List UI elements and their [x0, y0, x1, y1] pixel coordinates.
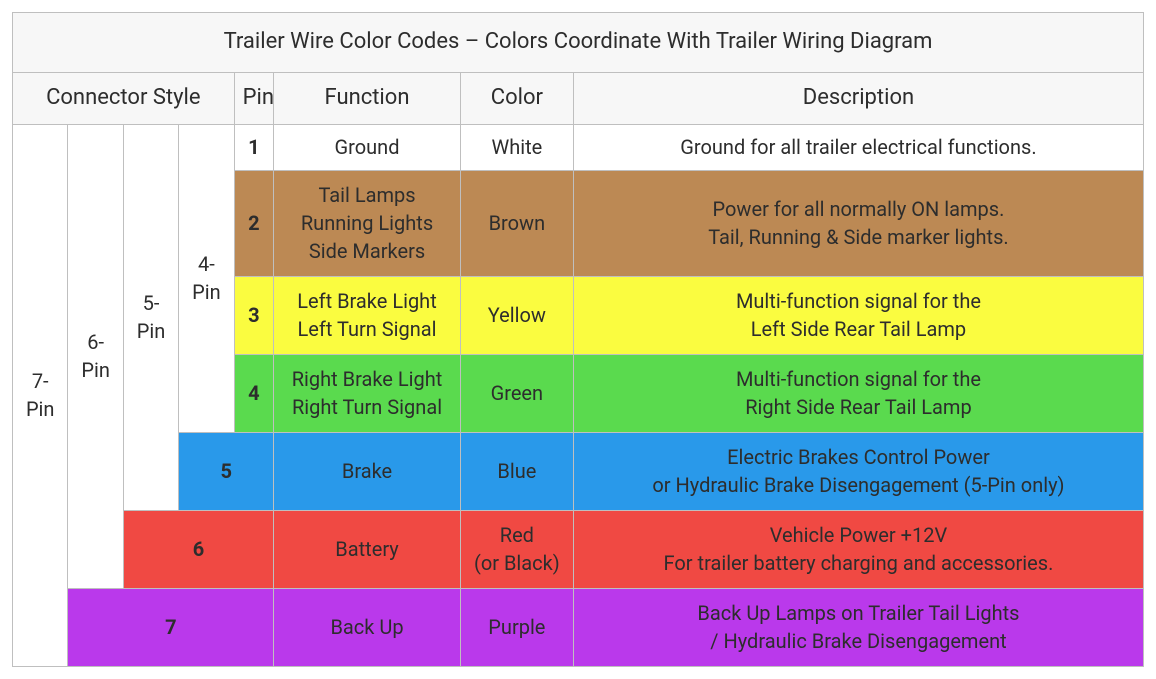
function-cell: Battery: [274, 510, 461, 588]
function-cell: Left Brake Light Left Turn Signal: [274, 276, 461, 354]
description-line: Ground for all trailer electrical functi…: [582, 133, 1135, 161]
connector-4pin: 4-Pin: [179, 124, 234, 432]
description-line: or Hydraulic Brake Disengagement (5-Pin …: [582, 471, 1135, 499]
description-line: Back Up Lamps on Trailer Tail Lights: [582, 599, 1135, 627]
header-description: Description: [573, 72, 1143, 124]
connector-5pin: 5-Pin: [123, 124, 178, 510]
description-line: Power for all normally ON lamps.: [582, 195, 1135, 223]
header-connector-style: Connector Style: [13, 72, 235, 124]
function-line: Back Up: [282, 613, 452, 641]
function-line: Left Turn Signal: [282, 315, 452, 343]
pin-number: 4: [234, 354, 274, 432]
color-cell: Green: [460, 354, 573, 432]
description-cell: Power for all normally ON lamps. Tail, R…: [573, 170, 1143, 276]
description-cell: Ground for all trailer electrical functi…: [573, 124, 1143, 170]
table-row: 6 Battery Red (or Black) Vehicle Power +…: [13, 510, 1144, 588]
color-cell: Brown: [460, 170, 573, 276]
table-row: 7-Pin 6-Pin 5-Pin 4-Pin 1 Ground White G…: [13, 124, 1144, 170]
pin-number: 5: [179, 432, 274, 510]
description-line: Multi-function signal for the: [582, 287, 1135, 315]
description-cell: Multi-function signal for the Right Side…: [573, 354, 1143, 432]
description-cell: Electric Brakes Control Power or Hydraul…: [573, 432, 1143, 510]
description-line: / Hydraulic Brake Disengagement: [582, 627, 1135, 655]
function-line: Ground: [282, 133, 452, 161]
header-pin: Pin: [234, 72, 274, 124]
description-line: Right Side Rear Tail Lamp: [582, 393, 1135, 421]
description-line: Left Side Rear Tail Lamp: [582, 315, 1135, 343]
function-line: Running Lights: [282, 209, 452, 237]
pin-number: 1: [234, 124, 274, 170]
header-color: Color: [460, 72, 573, 124]
function-line: Side Markers: [282, 237, 452, 265]
table-header-row: Connector Style Pin Function Color Descr…: [13, 72, 1144, 124]
function-line: Right Brake Light: [282, 365, 452, 393]
description-cell: Multi-function signal for the Left Side …: [573, 276, 1143, 354]
pin-number: 3: [234, 276, 274, 354]
pin-number: 2: [234, 170, 274, 276]
connector-6pin: 6-Pin: [68, 124, 123, 588]
connector-7pin: 7-Pin: [13, 124, 68, 666]
function-cell: Tail Lamps Running Lights Side Markers: [274, 170, 461, 276]
description-line: For trailer battery charging and accesso…: [582, 549, 1135, 577]
description-line: Vehicle Power +12V: [582, 521, 1135, 549]
pin-number: 6: [123, 510, 273, 588]
function-cell: Ground: [274, 124, 461, 170]
table-title: Trailer Wire Color Codes – Colors Coordi…: [13, 13, 1144, 73]
color-line: Red: [469, 521, 565, 549]
color-line: (or Black): [469, 549, 565, 577]
description-cell: Back Up Lamps on Trailer Tail Lights / H…: [573, 588, 1143, 666]
description-cell: Vehicle Power +12V For trailer battery c…: [573, 510, 1143, 588]
wire-codes-table: Trailer Wire Color Codes – Colors Coordi…: [12, 12, 1144, 667]
table-row: 5 Brake Blue Electric Brakes Control Pow…: [13, 432, 1144, 510]
color-cell: White: [460, 124, 573, 170]
description-line: Multi-function signal for the: [582, 365, 1135, 393]
table-title-row: Trailer Wire Color Codes – Colors Coordi…: [13, 13, 1144, 73]
function-cell: Right Brake Light Right Turn Signal: [274, 354, 461, 432]
pin-number: 7: [68, 588, 274, 666]
color-cell: Purple: [460, 588, 573, 666]
function-cell: Back Up: [274, 588, 461, 666]
function-line: Tail Lamps: [282, 181, 452, 209]
function-line: Battery: [282, 535, 452, 563]
color-cell: Yellow: [460, 276, 573, 354]
function-cell: Brake: [274, 432, 461, 510]
header-function: Function: [274, 72, 461, 124]
color-cell: Red (or Black): [460, 510, 573, 588]
function-line: Left Brake Light: [282, 287, 452, 315]
table-row: 7 Back Up Purple Back Up Lamps on Traile…: [13, 588, 1144, 666]
function-line: Brake: [282, 457, 452, 485]
description-line: Electric Brakes Control Power: [582, 443, 1135, 471]
description-line: Tail, Running & Side marker lights.: [582, 223, 1135, 251]
function-line: Right Turn Signal: [282, 393, 452, 421]
color-cell: Blue: [460, 432, 573, 510]
